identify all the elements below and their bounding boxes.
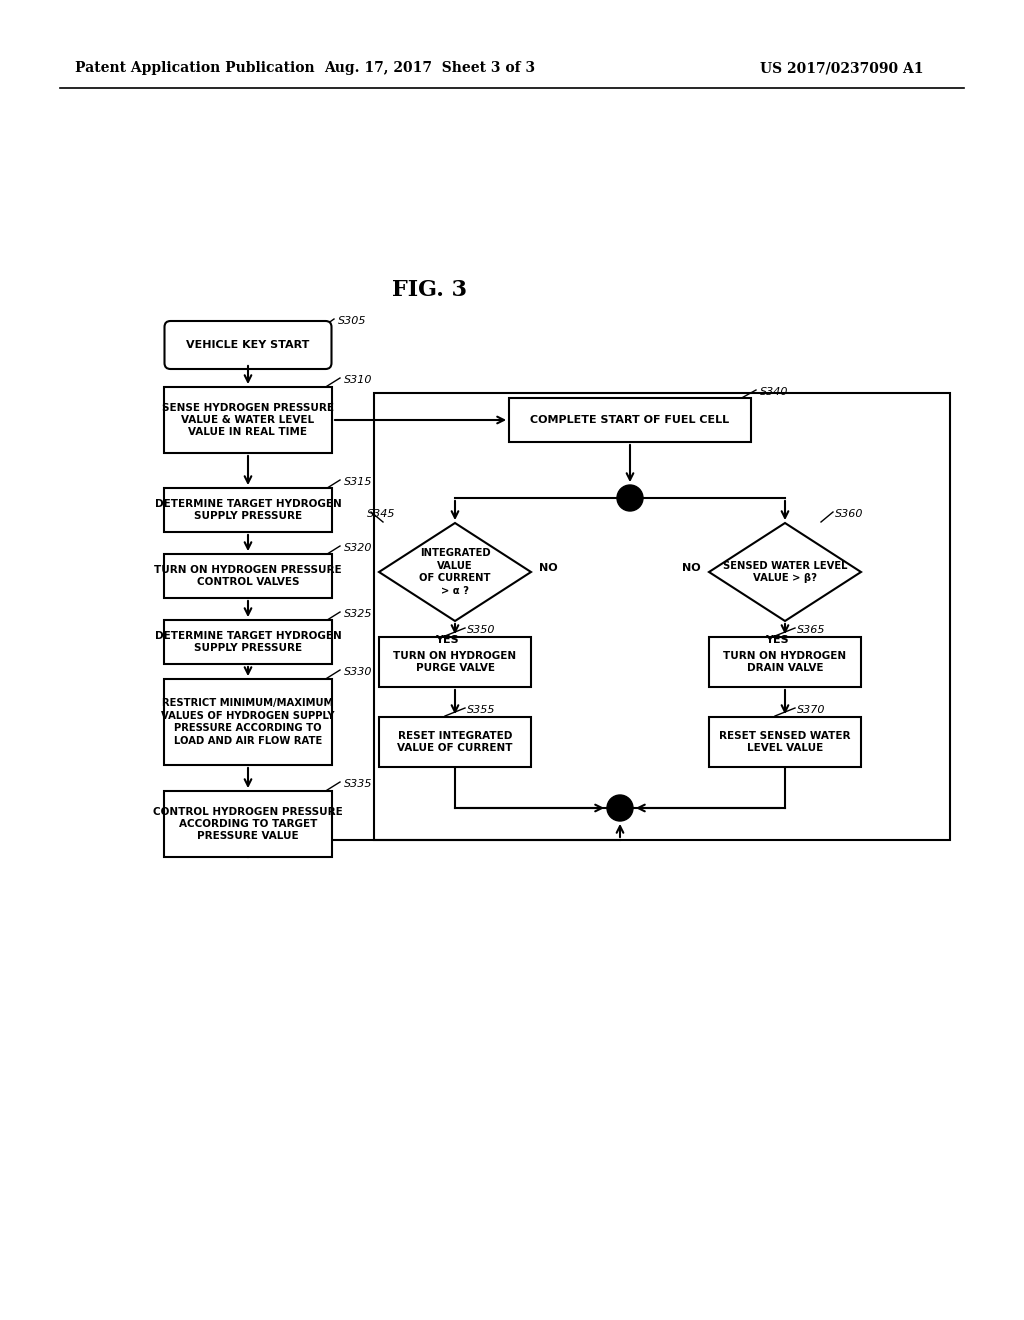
Text: DETERMINE TARGET HYDROGEN
SUPPLY PRESSURE: DETERMINE TARGET HYDROGEN SUPPLY PRESSUR… [155, 631, 341, 653]
Text: YES: YES [435, 635, 459, 645]
Text: YES: YES [765, 635, 788, 645]
Text: S305: S305 [338, 315, 367, 326]
Text: RESET INTEGRATED
VALUE OF CURRENT: RESET INTEGRATED VALUE OF CURRENT [397, 731, 513, 754]
Text: S325: S325 [344, 609, 373, 619]
Text: TURN ON HYDROGEN
PURGE VALVE: TURN ON HYDROGEN PURGE VALVE [393, 651, 516, 673]
Text: S335: S335 [344, 779, 373, 789]
Text: S360: S360 [835, 510, 863, 519]
Text: TURN ON HYDROGEN
DRAIN VALVE: TURN ON HYDROGEN DRAIN VALVE [723, 651, 847, 673]
Text: S330: S330 [344, 667, 373, 677]
Text: COMPLETE START OF FUEL CELL: COMPLETE START OF FUEL CELL [530, 414, 729, 425]
Polygon shape [709, 523, 861, 620]
Text: US 2017/0237090 A1: US 2017/0237090 A1 [760, 61, 924, 75]
Text: S310: S310 [344, 375, 373, 385]
Text: RESTRICT MINIMUM/MAXIMUM
VALUES OF HYDROGEN SUPPLY
PRESSURE ACCORDING TO
LOAD AN: RESTRICT MINIMUM/MAXIMUM VALUES OF HYDRO… [161, 698, 335, 746]
Text: S355: S355 [467, 705, 496, 715]
Circle shape [617, 484, 643, 511]
Text: INTEGRATED
VALUE
OF CURRENT
> α ?: INTEGRATED VALUE OF CURRENT > α ? [419, 548, 490, 595]
Text: RESET SENSED WATER
LEVEL VALUE: RESET SENSED WATER LEVEL VALUE [719, 731, 851, 754]
Text: S365: S365 [797, 624, 825, 635]
Circle shape [607, 795, 633, 821]
Text: DETERMINE TARGET HYDROGEN
SUPPLY PRESSURE: DETERMINE TARGET HYDROGEN SUPPLY PRESSUR… [155, 499, 341, 521]
Text: Patent Application Publication: Patent Application Publication [75, 61, 314, 75]
FancyBboxPatch shape [509, 399, 751, 442]
Text: Aug. 17, 2017  Sheet 3 of 3: Aug. 17, 2017 Sheet 3 of 3 [325, 61, 536, 75]
Text: NO: NO [682, 564, 701, 573]
FancyBboxPatch shape [709, 638, 861, 686]
Text: SENSED WATER LEVEL
VALUE > β?: SENSED WATER LEVEL VALUE > β? [723, 561, 847, 583]
FancyBboxPatch shape [379, 717, 531, 767]
Text: SENSE HYDROGEN PRESSURE
VALUE & WATER LEVEL
VALUE IN REAL TIME: SENSE HYDROGEN PRESSURE VALUE & WATER LE… [162, 403, 334, 437]
Text: FIG. 3: FIG. 3 [392, 279, 468, 301]
Text: VEHICLE KEY START: VEHICLE KEY START [186, 341, 309, 350]
FancyBboxPatch shape [164, 488, 332, 532]
FancyBboxPatch shape [164, 620, 332, 664]
FancyBboxPatch shape [164, 791, 332, 857]
Text: S350: S350 [467, 624, 496, 635]
FancyBboxPatch shape [164, 678, 332, 766]
Polygon shape [379, 523, 531, 620]
Text: S370: S370 [797, 705, 825, 715]
FancyBboxPatch shape [164, 387, 332, 453]
Text: S340: S340 [760, 387, 788, 397]
FancyBboxPatch shape [379, 638, 531, 686]
FancyBboxPatch shape [709, 717, 861, 767]
Text: NO: NO [539, 564, 558, 573]
Text: TURN ON HYDROGEN PRESSURE
CONTROL VALVES: TURN ON HYDROGEN PRESSURE CONTROL VALVES [155, 565, 342, 587]
FancyBboxPatch shape [165, 321, 332, 370]
FancyBboxPatch shape [164, 554, 332, 598]
Text: CONTROL HYDROGEN PRESSURE
ACCORDING TO TARGET
PRESSURE VALUE: CONTROL HYDROGEN PRESSURE ACCORDING TO T… [154, 807, 343, 841]
Text: S315: S315 [344, 477, 373, 487]
Text: S345: S345 [367, 510, 395, 519]
Text: S320: S320 [344, 543, 373, 553]
